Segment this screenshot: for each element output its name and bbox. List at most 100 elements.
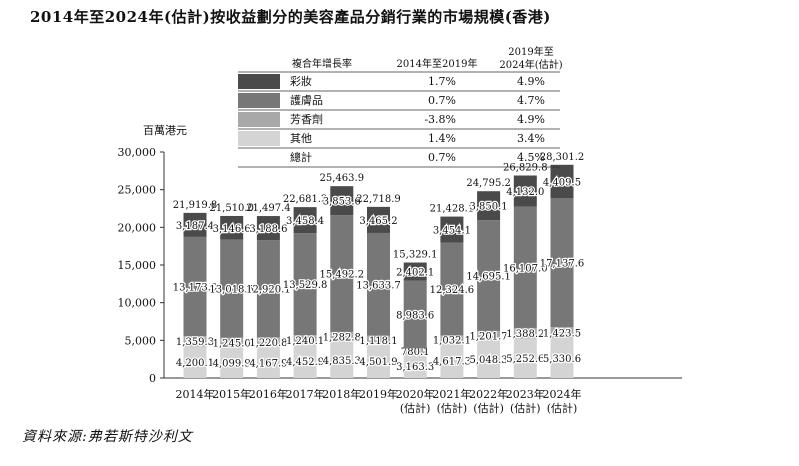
- total-label: 21,919.8: [173, 200, 218, 211]
- total-label: 22,718.9: [356, 194, 401, 205]
- x-tick-label: 2015年: [212, 387, 251, 401]
- legend-row-cagr1: 1.4%: [428, 132, 456, 145]
- legend-row-cagr1: 0.7%: [428, 94, 456, 107]
- bar-segment: [440, 242, 464, 336]
- data-label: 4,200.1: [176, 358, 214, 369]
- data-label: 1,282.8: [323, 333, 361, 344]
- x-tick-label: 2021年: [432, 387, 471, 401]
- bar-segment: [293, 344, 317, 378]
- y-tick-label: 10,000: [118, 297, 157, 310]
- source-note: 資料來源:弗若斯特沙利文: [22, 429, 193, 445]
- bar-segment: [550, 337, 574, 378]
- data-label: 3,454.1: [433, 226, 471, 237]
- bar-segment: [403, 262, 427, 281]
- legend-row-cagr1: 1.7%: [428, 75, 456, 88]
- total-label: 25,463.9: [320, 173, 365, 184]
- bar-segment: [220, 347, 244, 378]
- data-label: 4,452.9: [286, 357, 324, 368]
- y-tick-label: 25,000: [118, 184, 157, 197]
- data-label: 4,835.3: [323, 356, 361, 367]
- bar-segment: [293, 335, 317, 345]
- data-label: 15,492.2: [320, 270, 365, 281]
- bar-segment: [440, 335, 464, 344]
- data-label: 1,423.5: [543, 328, 581, 339]
- x-tick-label: 2016年: [249, 387, 288, 401]
- data-label: 4,409.5: [543, 177, 581, 188]
- data-label: 4,167.9: [249, 358, 287, 369]
- data-label: 4,617.3: [433, 357, 471, 368]
- bar-segment: [367, 335, 390, 345]
- bar-segment: [513, 175, 537, 207]
- bar-segment: [440, 343, 464, 378]
- data-label: 16,107.0: [503, 263, 548, 274]
- legend-swatch: [238, 131, 280, 146]
- data-label: 3,853.6: [323, 197, 361, 208]
- legend-row-cagr2: 3.4%: [517, 132, 545, 145]
- data-label: 13,633.7: [356, 280, 401, 291]
- data-label: 1,032.1: [433, 335, 471, 346]
- legend-row-cagr1: 0.7%: [428, 151, 456, 164]
- bar-segment: [403, 280, 427, 349]
- bar-segment: [256, 337, 280, 347]
- x-tick-label: 2020年: [396, 387, 435, 401]
- x-tick-label: 2024年: [543, 387, 582, 401]
- data-label: 12,920.1: [246, 285, 291, 296]
- data-label: 1,388.2: [506, 329, 544, 340]
- legend-header-metric: 複合年增長率: [292, 57, 352, 70]
- bar-segment: [477, 191, 501, 221]
- legend-swatch: [238, 93, 280, 108]
- data-label: 3,850.1: [470, 202, 508, 213]
- bar-segment: [256, 240, 280, 338]
- bar-segment: [367, 344, 390, 378]
- total-label: 22,681.2: [283, 194, 328, 205]
- bar-segment: [513, 338, 537, 378]
- total-label: 21,428.1: [430, 204, 475, 215]
- data-label: 3,465.2: [359, 216, 397, 227]
- data-label: 5,330.6: [543, 354, 581, 365]
- bar-segment: [477, 220, 501, 331]
- x-tick-label: (估計): [510, 401, 541, 415]
- bar-segment: [367, 232, 390, 336]
- data-label: 1,245.0: [213, 338, 251, 349]
- bar-segment: [403, 348, 427, 355]
- y-axis-label: 百萬港元: [143, 124, 187, 137]
- data-label: 780.1: [401, 347, 430, 358]
- bar-segment: [477, 330, 501, 340]
- total-label: 15,329.1: [393, 250, 438, 261]
- y-tick-label: 30,000: [118, 146, 157, 159]
- data-label: 14,695.1: [466, 272, 511, 283]
- bar-segment: [220, 215, 244, 240]
- bar-segment: [293, 207, 317, 234]
- bar-segment: [183, 346, 207, 378]
- legend-row-name: 芳香劑: [290, 112, 323, 126]
- bar-segment: [330, 331, 354, 342]
- legend-row-cagr2: 4.9%: [517, 113, 545, 126]
- data-label: 5,252.6: [506, 354, 544, 365]
- data-label: 3,188.6: [249, 224, 287, 235]
- bar-segment: [330, 215, 354, 332]
- data-label: 1,201.7: [470, 331, 508, 342]
- data-label: 4,099.9: [213, 359, 251, 370]
- bar-segment: [440, 216, 464, 243]
- legend-row-cagr2: 4.9%: [517, 75, 545, 88]
- x-tick-label: 2019年: [359, 387, 398, 401]
- data-label: 3,187.4: [176, 221, 214, 232]
- y-tick-label: 15,000: [118, 259, 157, 272]
- data-label: 4,132.0: [506, 187, 544, 198]
- legend-row-name: 護膚品: [290, 93, 323, 107]
- bar-segment: [183, 212, 207, 237]
- data-label: 2,402.1: [396, 268, 434, 279]
- bar-segment: [550, 164, 574, 199]
- data-label: 17,137.6: [540, 259, 585, 270]
- x-tick-label: 2014年: [176, 387, 215, 401]
- bar-segment: [330, 341, 354, 378]
- x-tick-label: (估計): [400, 401, 431, 415]
- legend-row-cagr2: 4.7%: [517, 94, 545, 107]
- data-label: 12,324.6: [430, 285, 475, 296]
- data-label: 13,529.8: [283, 280, 328, 291]
- data-label: 1,220.8: [249, 338, 287, 349]
- page-title: 2014年至2024年(估計)按收益劃分的美容產品分銷行業的市場規模(香港): [30, 8, 551, 26]
- legend-header-col2: 2019年至: [508, 45, 553, 58]
- legend-swatch: [238, 112, 280, 127]
